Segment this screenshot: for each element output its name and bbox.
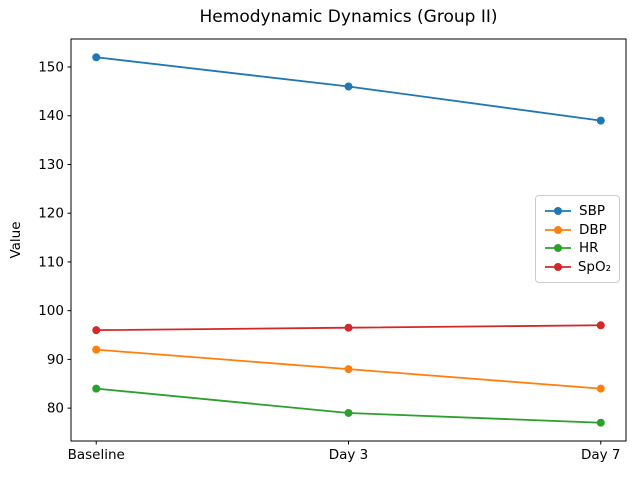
- legend-entry: SBP: [544, 202, 611, 220]
- legend-marker: [545, 244, 571, 253]
- y-tick-label: 120: [38, 206, 64, 222]
- x-tick-label: Day 3: [329, 447, 369, 463]
- series-line-HR: [95, 387, 602, 424]
- legend-label: SBP: [579, 203, 605, 219]
- x-tick-label: Baseline: [68, 447, 125, 463]
- y-tick-label: 90: [47, 352, 64, 368]
- y-axis-label: Value: [8, 221, 24, 259]
- chart-legend: SBP DBP HR SpO₂: [535, 195, 620, 283]
- legend-marker: [545, 262, 571, 271]
- series-marker-SBP: [92, 53, 101, 62]
- y-tick-label: 130: [38, 157, 64, 173]
- series-marker-DBP: [92, 345, 101, 354]
- legend-label: HR: [579, 240, 599, 257]
- legend-label: DBP: [579, 221, 607, 238]
- y-tick-label: 100: [38, 303, 64, 319]
- legend-entry: HR: [544, 239, 611, 257]
- legend-entry: DBP: [544, 221, 611, 239]
- series-marker-SpO₂: [92, 326, 101, 335]
- legend-entry: SpO₂: [544, 258, 611, 276]
- series-marker-HR: [344, 408, 353, 417]
- series-marker-SBP: [596, 116, 605, 125]
- series-marker-DBP: [596, 384, 605, 393]
- legend-label: SpO₂: [577, 258, 611, 275]
- series-marker-HR: [92, 384, 101, 393]
- series-marker-SpO₂: [596, 321, 605, 330]
- y-tick-label: 140: [38, 108, 64, 124]
- y-tick-label: 110: [38, 254, 64, 270]
- y-tick-label: 150: [38, 60, 64, 76]
- chart-title: Hemodynamic Dynamics (Group II): [199, 7, 498, 27]
- y-tick-label: 80: [47, 401, 64, 417]
- legend-marker: [545, 225, 571, 234]
- series-marker-SpO₂: [344, 323, 353, 332]
- legend-marker: [545, 207, 571, 215]
- series-marker-DBP: [344, 365, 353, 374]
- series-marker-SBP: [344, 82, 353, 91]
- series-marker-HR: [596, 418, 605, 427]
- x-tick-label: Day 7: [581, 447, 621, 463]
